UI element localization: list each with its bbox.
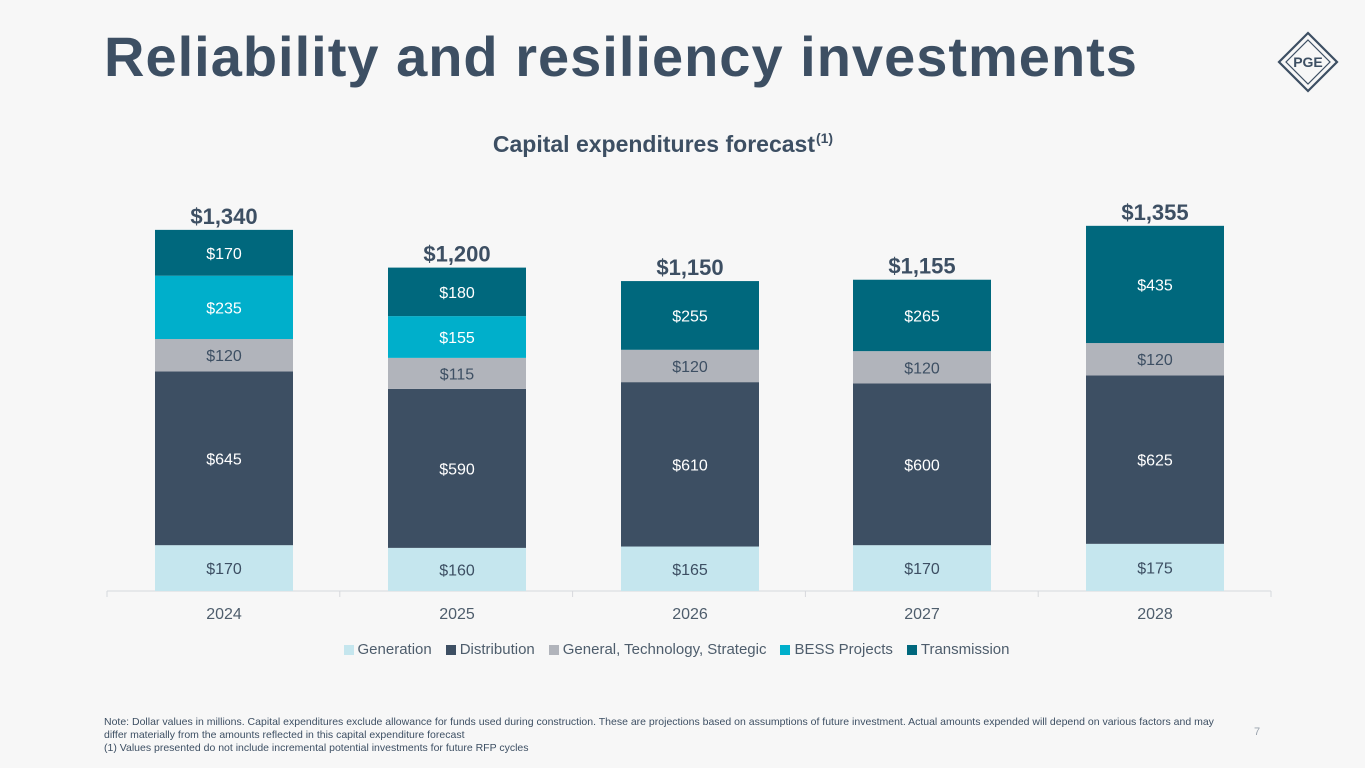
footnote: Note: Dollar values in millions. Capital… [104,716,1214,755]
legend-item: Generation [343,641,432,658]
bar-transmission-2024 [155,229,293,276]
bar-distribution-2028 [1086,375,1224,544]
bar-value-label: $645 [206,451,242,468]
legend-item: BESS Projects [780,641,893,658]
chart-title-text: Capital expenditures forecast [492,131,815,157]
bar-general-technology-strategic-2025 [388,357,526,389]
bar-generation-2027 [853,545,991,591]
bar-general-technology-strategic-2027 [853,351,991,384]
bar-value-label: $610 [672,457,708,474]
legend-label: General, Technology, Strategic [562,641,767,658]
bar-value-label: $120 [206,348,242,365]
legend-swatch [445,644,456,655]
footnote-line-1: Note: Dollar values in millions. Capital… [104,716,1214,741]
bar-value-label: $255 [672,308,708,325]
bar-value-label: $120 [1137,352,1173,369]
bar-distribution-2024 [155,371,293,546]
bar-value-label: $625 [1137,453,1173,470]
bar-distribution-2027 [853,383,991,546]
bar-general-technology-strategic-2024 [155,339,293,372]
bar-transmission-2026 [621,281,759,350]
chart-title: Capital expenditures forecast(1) [0,130,1326,158]
legend-item: Distribution [445,641,535,658]
bar-value-label: $170 [206,246,242,263]
bar-general-technology-strategic-2026 [621,349,759,383]
legend-swatch [906,644,917,655]
bar-value-label: $265 [904,308,940,325]
footnote-line-2: (1) Values presented do not include incr… [104,742,529,754]
bar-value-label: $120 [672,359,708,376]
bar-bess-projects-2025 [388,316,526,358]
bar-total-label: $1,150 [656,255,723,280]
bar-generation-2025 [388,547,526,591]
bar-value-label: $590 [439,461,475,478]
stacked-bar-chart: $170 $645 $120 $235 $170 $1,340 2024 $160 $590 $1… [106,200,1272,623]
page-title: Reliability and resiliency investments [104,25,1138,88]
bar-total-label: $1,200 [423,242,490,267]
x-tick-label: 2026 [672,606,708,623]
legend-label: BESS Projects [794,641,893,658]
bar-value-label: $170 [206,561,242,578]
x-tick-label: 2027 [904,606,940,623]
bar-value-label: $435 [1137,277,1173,294]
bar-value-label: $180 [439,285,475,302]
legend-label: Transmission [920,641,1010,658]
chart-title-footnote: (1) [815,130,834,146]
bar-value-label: $600 [904,457,940,474]
chart-legend: Generation Distribution General, Technolog… [0,641,1353,658]
bar-value-label: $160 [439,562,475,579]
legend-item: General, Technology, Strategic [548,641,767,658]
bar-total-label: $1,355 [1121,200,1188,225]
legend-label: Distribution [459,641,535,658]
bar-generation-2024 [155,545,293,591]
bar-generation-2028 [1086,543,1224,591]
x-tick-label: 2025 [439,606,475,623]
bar-value-label: $235 [206,300,242,317]
bar-value-label: $115 [440,366,475,383]
pge-logo: PGE [1277,31,1339,93]
bar-value-label: $155 [439,330,475,347]
bar-transmission-2028 [1086,225,1224,344]
bar-total-label: $1,155 [888,254,955,279]
bar-bess-projects-2024 [155,275,293,340]
bar-distribution-2026 [621,382,759,547]
x-tick-label: 2028 [1137,606,1173,623]
legend-item: Transmission [906,641,1010,658]
bar-distribution-2025 [388,388,526,548]
bar-total-label: $1,340 [190,204,257,229]
bar-value-label: $170 [904,561,940,578]
page-number: 7 [1254,726,1261,738]
bar-transmission-2027 [853,279,991,352]
legend-swatch [548,644,559,655]
bar-generation-2026 [621,546,759,591]
bar-general-technology-strategic-2028 [1086,343,1224,376]
bar-transmission-2025 [388,267,526,317]
logo-text: PGE [1293,54,1323,70]
bar-value-label: $120 [904,360,940,377]
bar-value-label: $175 [1137,560,1173,577]
legend-swatch [343,644,354,655]
legend-label: Generation [357,641,432,658]
legend-swatch [780,644,791,655]
x-tick-label: 2024 [206,606,242,623]
bar-value-label: $165 [672,562,708,579]
